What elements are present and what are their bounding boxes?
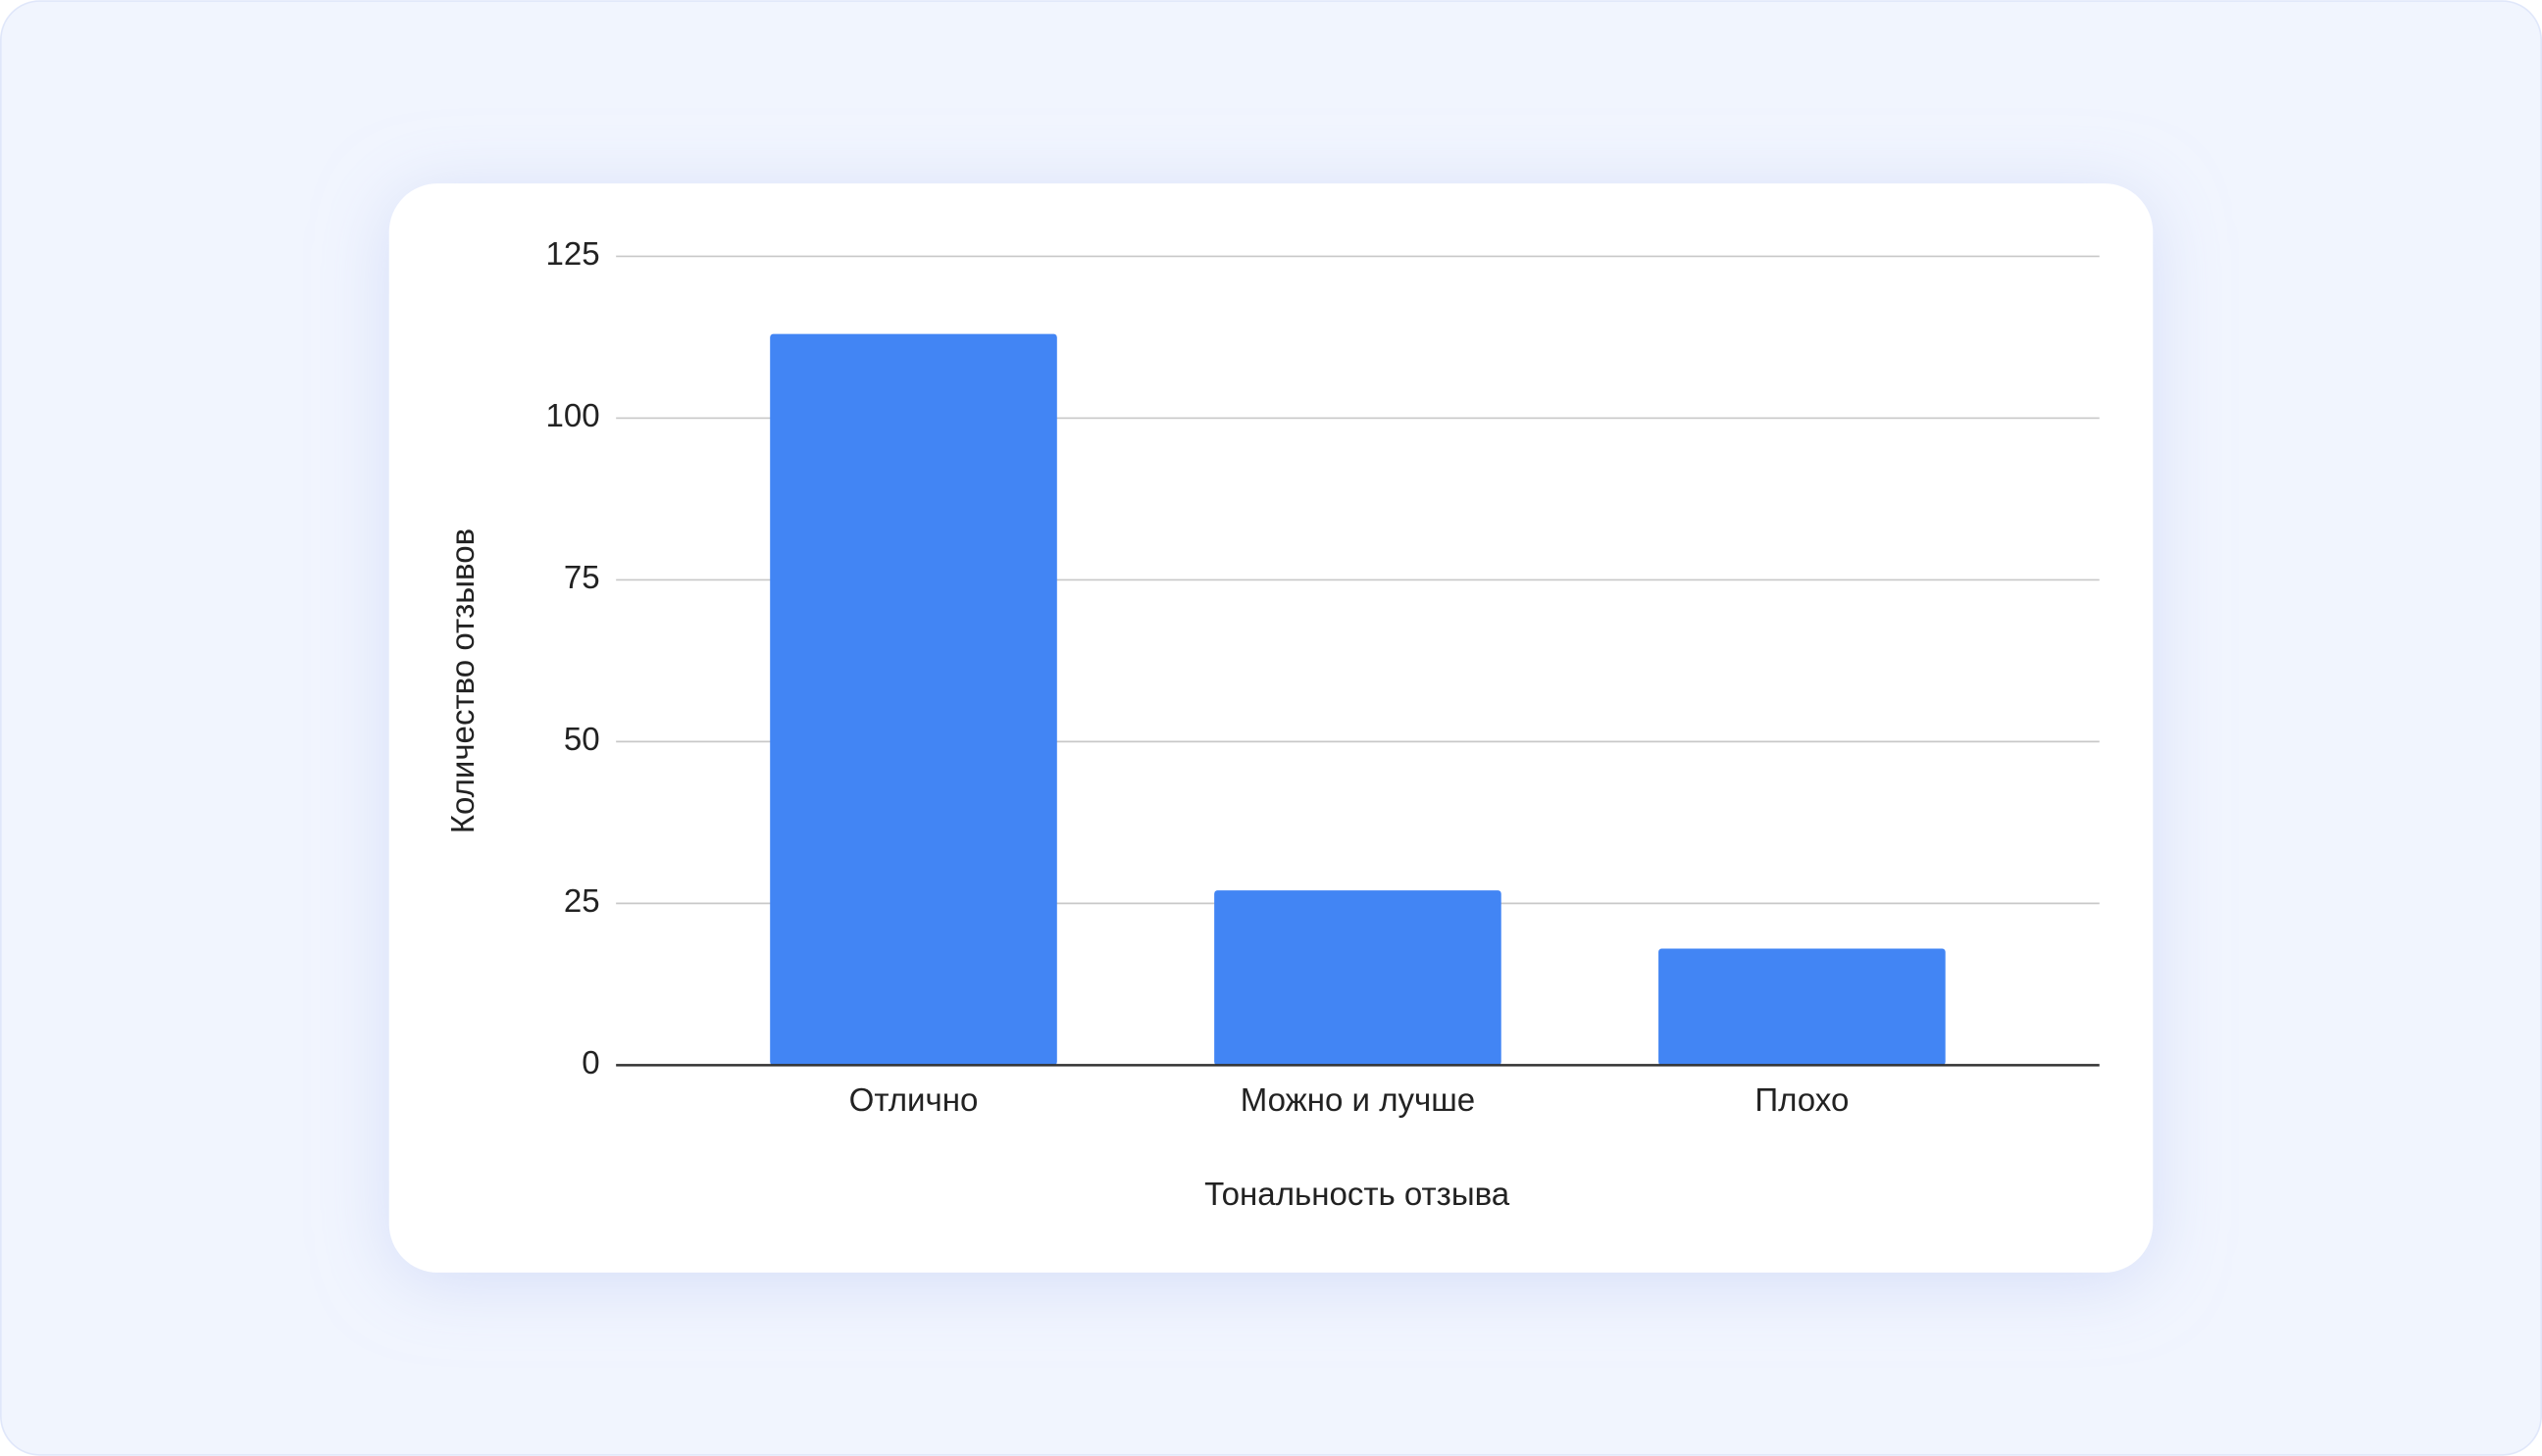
y-tick-label: 0 [582, 1045, 599, 1081]
bar [770, 333, 1057, 1066]
bar [1214, 890, 1501, 1066]
y-tick-label: 125 [545, 236, 599, 273]
y-tick-label: 75 [564, 560, 600, 596]
x-tick-label: Отлично [849, 1082, 979, 1119]
bar [1658, 948, 1946, 1066]
y-tick-label: 100 [545, 398, 599, 434]
y-tick-label: 25 [564, 883, 600, 920]
y-axis-title: Количество отзывов [445, 528, 482, 833]
x-tick-label: Плохо [1754, 1082, 1849, 1119]
x-axis-title: Тональность отзыва [1204, 1177, 1510, 1213]
y-tick-label: 50 [564, 722, 600, 758]
x-tick-label: Можно и лучше [1241, 1082, 1475, 1119]
